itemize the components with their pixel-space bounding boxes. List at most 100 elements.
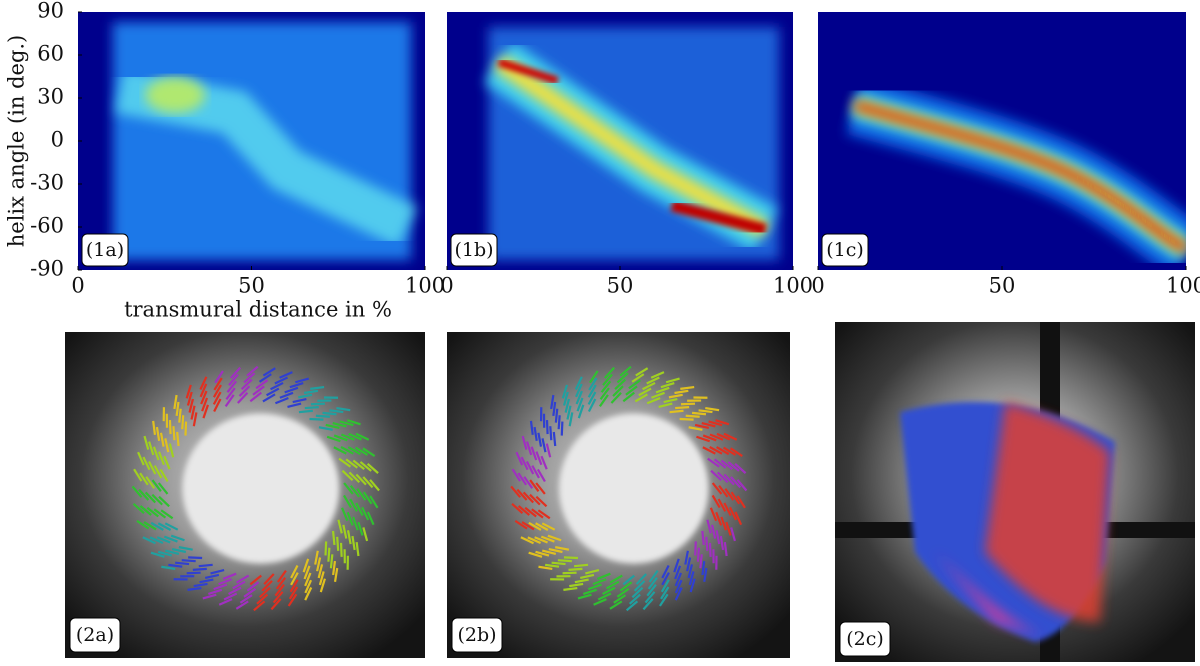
fiber — [304, 587, 313, 601]
fiber — [701, 530, 705, 546]
fiber — [694, 541, 697, 556]
fiber — [573, 563, 589, 568]
fiber — [137, 451, 145, 466]
y-tick-label: 0 — [51, 128, 64, 152]
fiber — [148, 441, 155, 456]
fiber — [270, 381, 284, 391]
fiber — [516, 488, 528, 501]
fiber — [698, 409, 713, 414]
fiber — [665, 377, 680, 384]
fiber — [213, 583, 228, 591]
fiber — [711, 494, 721, 509]
fiber — [686, 557, 692, 572]
fiber — [593, 598, 607, 606]
fiber — [279, 391, 294, 399]
fiber — [193, 582, 208, 588]
y-tick-label: 30 — [37, 85, 64, 109]
fiber — [723, 432, 738, 441]
x-tick-label: 50 — [989, 274, 1016, 298]
fiber — [644, 591, 656, 604]
fiber — [730, 476, 742, 489]
fiber — [525, 460, 535, 475]
fiber — [263, 573, 275, 585]
fiber — [314, 550, 319, 565]
fiber — [349, 485, 361, 498]
fiber — [188, 556, 203, 560]
fiber — [213, 398, 222, 412]
fiber — [337, 519, 343, 534]
y-tick-label: -60 — [30, 214, 64, 238]
fiber — [604, 366, 615, 379]
fiber — [541, 438, 547, 453]
fiber — [329, 554, 334, 569]
fiber — [574, 376, 583, 390]
fiber — [545, 420, 549, 435]
fiber — [713, 458, 727, 469]
fiber — [717, 498, 727, 512]
fiber — [709, 446, 723, 455]
fiber — [222, 572, 237, 580]
fiber — [660, 579, 670, 593]
fiber — [243, 372, 256, 384]
fiber — [701, 421, 716, 428]
fiber — [347, 446, 361, 456]
fiber — [160, 509, 174, 520]
fiber — [525, 441, 533, 456]
fiber — [535, 482, 546, 495]
fiber — [619, 581, 633, 592]
fiber — [339, 420, 354, 427]
fiber — [587, 398, 597, 412]
fiber — [339, 542, 343, 557]
fiber — [148, 460, 157, 475]
fiber — [331, 530, 336, 546]
fiber-volume — [985, 402, 1110, 622]
image — [447, 332, 790, 658]
x-tick-label: 100 — [1166, 274, 1200, 298]
fiber — [171, 547, 187, 554]
fiber — [175, 401, 180, 417]
fiber — [290, 565, 299, 579]
fiber — [580, 573, 595, 579]
fiber — [287, 402, 302, 408]
fiber — [252, 385, 265, 396]
fiber — [272, 591, 284, 604]
fiber — [684, 550, 689, 565]
fiber — [524, 506, 537, 518]
fiber — [711, 482, 723, 495]
fiber — [369, 495, 379, 509]
fiber — [201, 397, 209, 412]
fiber — [343, 494, 352, 509]
fiber — [139, 505, 152, 516]
fiber — [132, 503, 145, 514]
fiber — [541, 522, 556, 531]
fiber — [716, 471, 729, 484]
fiber — [218, 598, 233, 606]
fiber — [540, 535, 555, 543]
fiber — [185, 384, 192, 399]
fiber — [622, 391, 635, 403]
fiber — [547, 534, 562, 542]
fiber — [705, 536, 709, 551]
panel-label-box — [451, 617, 503, 653]
fiber — [660, 586, 670, 600]
fiber — [303, 389, 319, 395]
fiber — [298, 393, 313, 399]
fiber — [699, 554, 703, 569]
fiber — [176, 431, 180, 447]
fiber — [289, 382, 304, 389]
fiber — [366, 462, 379, 474]
fiber — [625, 600, 639, 612]
fiber — [362, 447, 376, 458]
fiber — [309, 417, 324, 421]
fiber — [362, 491, 373, 505]
fiber — [355, 446, 369, 456]
fiber — [304, 572, 312, 587]
fiber — [200, 390, 208, 405]
y-tick-label: -90 — [30, 257, 64, 281]
fiber — [152, 446, 160, 461]
fiber — [661, 565, 670, 579]
fiber — [332, 560, 337, 576]
fiber — [568, 412, 574, 427]
fiber — [625, 385, 638, 396]
